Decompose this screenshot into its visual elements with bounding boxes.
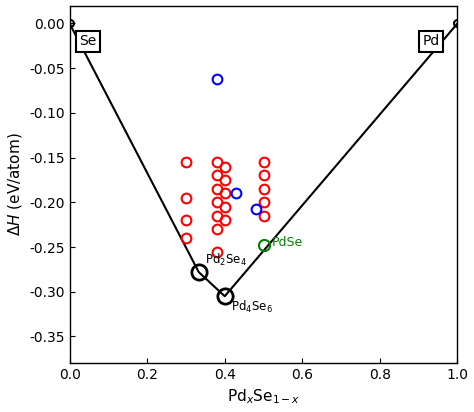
- X-axis label: Pd$_x$Se$_{1-x}$: Pd$_x$Se$_{1-x}$: [227, 388, 300, 407]
- Text: PdSe: PdSe: [271, 236, 302, 249]
- Y-axis label: $\Delta H$ (eV/atom): $\Delta H$ (eV/atom): [6, 133, 24, 236]
- Text: Pd$_4$Se$_6$: Pd$_4$Se$_6$: [230, 299, 273, 315]
- Text: Pd: Pd: [422, 34, 440, 48]
- Text: Se: Se: [79, 34, 97, 48]
- Text: Pd$_2$Se$_4$: Pd$_2$Se$_4$: [205, 251, 246, 268]
